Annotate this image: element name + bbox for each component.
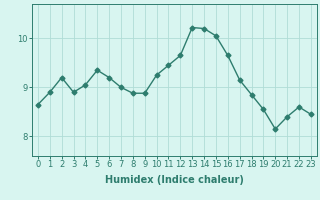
X-axis label: Humidex (Indice chaleur): Humidex (Indice chaleur) [105,175,244,185]
